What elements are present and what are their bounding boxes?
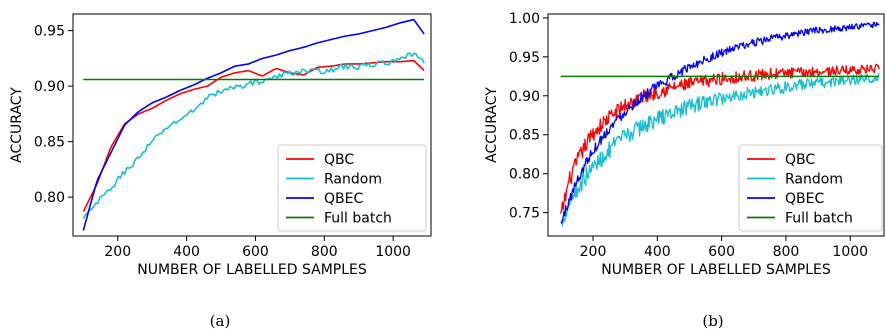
legend-box: [738, 144, 883, 232]
series-line-random: [82, 52, 425, 220]
series-group: [82, 18, 425, 231]
y-axis-label: ACCURACY: [484, 87, 500, 163]
x-axis-label: NUMBER OF LABELLED SAMPLES: [601, 262, 831, 278]
y-tick-label: 0.95: [34, 24, 65, 40]
series-line-qbec: [560, 21, 880, 224]
legend: QBC Random QBEC Full batch: [738, 144, 883, 232]
y-tick-label: 0.80: [509, 167, 540, 183]
x-axis-label: NUMBER OF LABELLED SAMPLES: [137, 262, 367, 278]
x-tick-label: 200: [580, 244, 607, 260]
y-tick-label: 0.95: [509, 50, 540, 66]
x-tick-label: 800: [311, 244, 338, 260]
y-tick-label: 0.80: [34, 190, 65, 206]
legend-label: Full batch: [785, 211, 853, 227]
figure-caption: (b): [702, 312, 723, 330]
legend-label: Random: [324, 172, 382, 188]
legend-label: Random: [785, 172, 843, 188]
series-line-qbc: [560, 63, 880, 214]
x-tick-label: 600: [708, 244, 735, 260]
series-line-qbec: [82, 18, 425, 231]
legend-label: QBEC: [324, 191, 363, 207]
legend-label: Full batch: [324, 211, 392, 227]
y-tick-label: 0.85: [509, 128, 540, 144]
chart-b: 200 400 600 800 1000 0.75 0.80 0.85 0.90 0.95 1.00…: [484, 11, 885, 330]
chart-a: 200 400 600 800 1000 0.80 0.85 0.90 0.95 NUMBER O…: [9, 13, 432, 330]
series-line-random: [560, 72, 880, 227]
legend-label: QBC: [324, 152, 354, 168]
legend-label: QBC: [785, 152, 815, 168]
plot-frame: [547, 13, 885, 237]
plot-frame: [72, 13, 432, 237]
y-tick-label: 0.85: [34, 135, 65, 151]
y-tick-label: 0.75: [509, 206, 540, 222]
y-axis-label: ACCURACY: [9, 87, 25, 163]
x-tick-label: 600: [242, 244, 269, 260]
x-tick-label: 1000: [375, 244, 411, 260]
y-tick-label: 0.90: [509, 89, 540, 105]
legend-label: QBEC: [785, 191, 824, 207]
figure-caption: (a): [210, 312, 231, 330]
x-tick-label: 1000: [832, 244, 868, 260]
x-tick-label: 800: [773, 244, 800, 260]
x-tick-label: 200: [104, 244, 131, 260]
legend: QBC Random QBEC Full batch: [277, 144, 427, 232]
legend-box: [277, 144, 427, 232]
x-tick-label: 400: [644, 244, 671, 260]
series-group: [560, 21, 880, 227]
y-tick-label: 0.90: [34, 79, 65, 95]
y-tick-label: 1.00: [509, 11, 540, 27]
x-tick-label: 400: [173, 244, 200, 260]
